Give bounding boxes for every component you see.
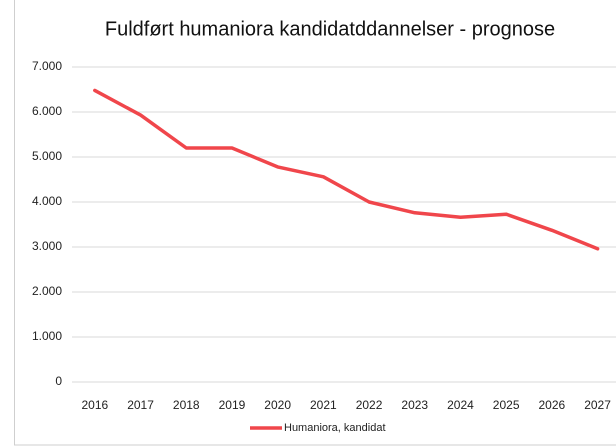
x-tick-label: 2020 xyxy=(264,398,291,412)
y-tick-label: 3.000 xyxy=(32,239,62,253)
y-tick-label: 7.000 xyxy=(32,59,62,73)
y-tick-label: 5.000 xyxy=(32,149,62,163)
x-tick-label: 2016 xyxy=(81,398,108,412)
x-tick-label: 2022 xyxy=(356,398,383,412)
y-tick-label: 6.000 xyxy=(32,104,62,118)
y-tick-label: 0 xyxy=(55,374,62,388)
x-tick-label: 2025 xyxy=(493,398,520,412)
chart-border xyxy=(14,0,616,446)
x-tick-label: 2021 xyxy=(310,398,337,412)
x-tick-label: 2019 xyxy=(219,398,246,412)
x-tick-label: 2023 xyxy=(401,398,428,412)
x-tick-label: 2026 xyxy=(538,398,565,412)
x-tick-label: 2017 xyxy=(127,398,154,412)
y-tick-label: 1.000 xyxy=(32,329,62,343)
data-line xyxy=(93,88,600,251)
x-tick-label: 2027 xyxy=(584,398,611,412)
x-tick-label: 2018 xyxy=(173,398,200,412)
y-tick-label: 2.000 xyxy=(32,284,62,298)
y-tick-label: 4.000 xyxy=(32,194,62,208)
x-tick-label: 2024 xyxy=(447,398,474,412)
chart-title: Fuldført humaniora kandidatddannelser - … xyxy=(105,18,555,40)
legend-label: Humaniora, kandidat xyxy=(284,422,386,434)
